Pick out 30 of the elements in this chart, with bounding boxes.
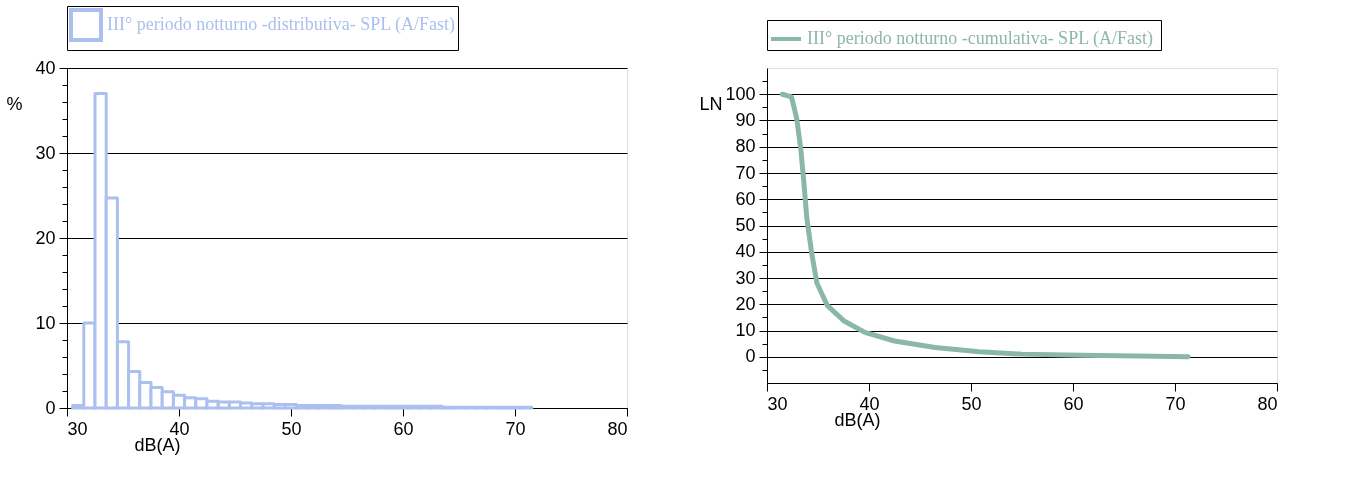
legend-label: III° periodo notturno -distributiva- SPL (A/Fast) [107, 14, 455, 35]
y-tick-label: 10 [735, 320, 756, 340]
y-tick-label: 70 [735, 162, 756, 183]
x-tick-label: 30 [767, 393, 788, 414]
y-tick-label: 40 [35, 57, 56, 78]
y-tick-label: 80 [735, 136, 756, 157]
y-tick-label: 90 [735, 110, 756, 130]
y-tick-label: 50 [735, 215, 756, 235]
y-tick-label: 0 [745, 346, 756, 367]
y-tick-label: 100 [725, 83, 756, 104]
x-tick-label: 80 [1257, 393, 1278, 414]
x-tick-label: 70 [1165, 393, 1186, 414]
y-tick-label: 10 [35, 312, 56, 333]
x-tick-label: 60 [1063, 393, 1084, 414]
y-tick-label: 30 [735, 267, 756, 288]
y-tick-label: 20 [735, 293, 756, 314]
y-tick-label: 0 [45, 397, 56, 418]
x-tick-label: 30 [67, 418, 88, 439]
x-tick-label: 50 [961, 393, 982, 414]
y-tick-label: 30 [35, 142, 56, 163]
y-axis-title: LN [699, 93, 723, 114]
legend-label: III° periodo notturno -cumulativa- SPL (A/Fast) [807, 28, 1153, 49]
x-tick-label: 60 [393, 418, 414, 439]
y-tick-label: 60 [735, 188, 756, 209]
y-axis-title: % [6, 93, 23, 114]
y-tick-label: 20 [35, 227, 56, 248]
x-tick-label: 70 [505, 418, 526, 439]
y-tick-label: 40 [735, 241, 756, 262]
x-tick-label: 80 [607, 418, 628, 439]
x-tick-label: 50 [281, 418, 302, 439]
